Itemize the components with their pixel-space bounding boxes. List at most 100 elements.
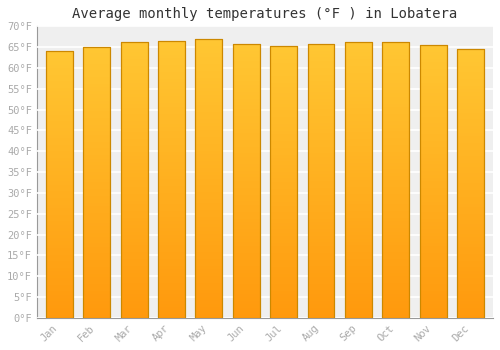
Bar — [382, 97, 409, 100]
Bar — [420, 202, 446, 205]
Bar — [270, 287, 297, 290]
Bar — [120, 135, 148, 139]
Bar — [420, 294, 446, 298]
Bar — [120, 121, 148, 125]
Bar — [196, 199, 222, 203]
Bar — [308, 232, 334, 236]
Bar — [457, 160, 484, 163]
Bar — [196, 234, 222, 238]
Bar — [196, 252, 222, 255]
Bar — [420, 280, 446, 284]
Bar — [270, 83, 297, 87]
Bar — [382, 107, 409, 111]
Bar — [457, 123, 484, 126]
Bar — [382, 138, 409, 142]
Bar — [120, 52, 148, 56]
Bar — [233, 256, 260, 260]
Bar — [46, 308, 72, 311]
Bar — [196, 196, 222, 200]
Bar — [345, 204, 372, 208]
Bar — [457, 167, 484, 170]
Bar — [120, 97, 148, 101]
Bar — [420, 55, 446, 59]
Bar — [270, 70, 297, 73]
Bar — [345, 221, 372, 225]
Bar — [233, 222, 260, 225]
Bar — [46, 181, 72, 184]
Bar — [420, 175, 446, 178]
Bar — [196, 147, 222, 150]
Bar — [83, 209, 110, 213]
Bar — [345, 49, 372, 52]
Bar — [420, 83, 446, 86]
Bar — [270, 264, 297, 267]
Bar — [382, 270, 409, 273]
Bar — [420, 239, 446, 243]
Bar — [270, 257, 297, 260]
Bar — [120, 56, 148, 60]
Bar — [457, 136, 484, 140]
Bar — [120, 111, 148, 114]
Bar — [233, 105, 260, 109]
Bar — [308, 280, 334, 284]
Bar — [420, 243, 446, 246]
Bar — [270, 148, 297, 151]
Bar — [120, 70, 148, 73]
Bar — [233, 150, 260, 153]
Bar — [308, 273, 334, 277]
Bar — [270, 121, 297, 124]
Bar — [382, 290, 409, 294]
Bar — [83, 230, 110, 233]
Bar — [158, 41, 185, 318]
Bar — [457, 291, 484, 294]
Bar — [233, 78, 260, 82]
Bar — [158, 169, 185, 173]
Bar — [83, 311, 110, 315]
Bar — [158, 248, 185, 252]
Bar — [308, 311, 334, 314]
Bar — [46, 81, 72, 85]
Bar — [270, 168, 297, 172]
Bar — [46, 198, 72, 201]
Bar — [457, 49, 484, 52]
Bar — [196, 133, 222, 137]
Bar — [270, 308, 297, 311]
Bar — [382, 93, 409, 97]
Bar — [46, 125, 72, 128]
Bar — [457, 72, 484, 76]
Bar — [196, 70, 222, 74]
Bar — [382, 245, 409, 249]
Bar — [46, 68, 72, 71]
Bar — [83, 186, 110, 189]
Bar — [83, 67, 110, 70]
Bar — [196, 39, 222, 43]
Bar — [46, 285, 72, 288]
Bar — [420, 253, 446, 257]
Bar — [457, 264, 484, 267]
Bar — [308, 263, 334, 266]
Bar — [345, 190, 372, 194]
Bar — [120, 176, 148, 180]
Bar — [120, 225, 148, 228]
Bar — [270, 223, 297, 226]
Bar — [270, 60, 297, 63]
Bar — [270, 304, 297, 308]
Bar — [46, 215, 72, 218]
Bar — [457, 82, 484, 86]
Bar — [233, 44, 260, 47]
Bar — [233, 130, 260, 133]
Bar — [83, 148, 110, 152]
Bar — [158, 238, 185, 242]
Bar — [345, 280, 372, 284]
Bar — [83, 165, 110, 169]
Bar — [46, 315, 72, 318]
Bar — [270, 46, 297, 318]
Bar — [345, 135, 372, 139]
Bar — [233, 54, 260, 57]
Bar — [46, 114, 72, 118]
Bar — [345, 276, 372, 280]
Bar — [420, 216, 446, 219]
Bar — [270, 145, 297, 148]
Bar — [270, 240, 297, 243]
Bar — [270, 277, 297, 280]
